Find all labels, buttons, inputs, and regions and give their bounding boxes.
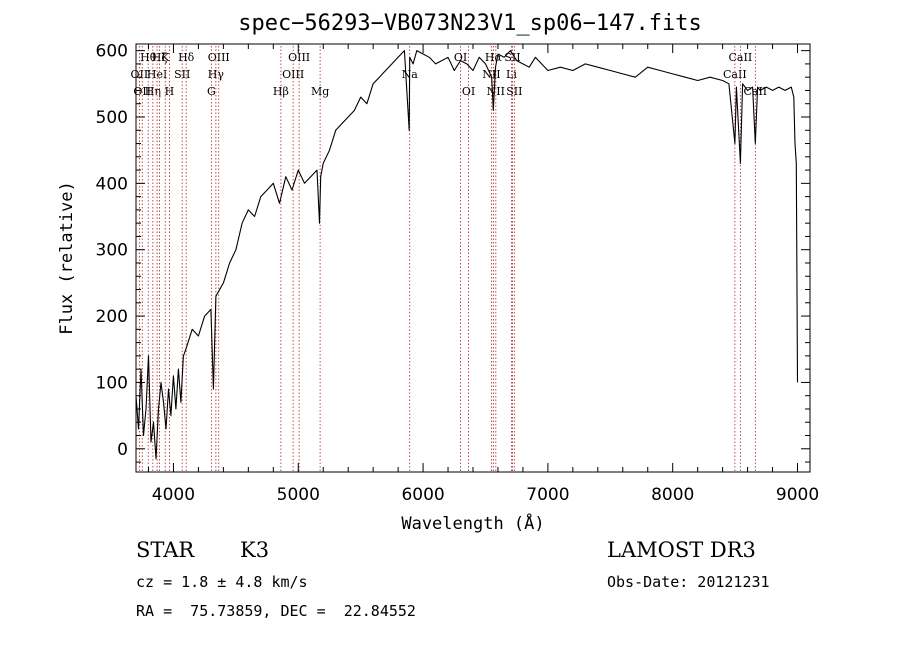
x-tick-label-5: 9000 [776,485,819,505]
line-id-label-16: Mg [311,85,329,98]
x-tick-label-4: 8000 [651,485,694,505]
y-tick-label-2: 200 [96,307,128,327]
line-id-label-11: Hγ [208,68,225,81]
x-tick-label-0: 4000 [152,485,195,505]
line-id-label-6: K [161,51,170,64]
line-id-label-0: OII [131,68,149,81]
line-id-label-14: OIII [282,68,304,81]
line-id-label-26: CaII [723,68,747,81]
y-tick-label-0: 0 [117,440,128,460]
line-id-label-3: Hη [145,85,161,98]
line-id-label-28: CaII [743,85,767,98]
plot-frame [135,43,811,473]
obs-date: Obs-Date: 20121231 [607,573,770,591]
x-tick-label-2: 6000 [401,485,444,505]
line-id-label-21: Hα [485,51,503,64]
x-tick-label-3: 7000 [526,485,569,505]
line-id-label-8: SII [174,68,190,81]
y-tick-label-6: 600 [96,42,128,62]
object-subclass: K3 [240,538,270,562]
coordinates: RA = 75.73859, DEC = 22.84552 [136,602,416,620]
line-id-label-25: SII [506,85,522,98]
line-id-label-23: Li [506,68,517,81]
y-tick-label-3: 300 [96,241,128,261]
object-class: STAR [136,538,195,562]
line-id-label-4: HeI [147,68,167,81]
y-axis-label: Flux (relative) [57,181,77,335]
x-axis-label: Wavelength (Å) [401,512,544,534]
line-id-label-12: OIII [208,51,230,64]
line-id-label-27: CaII [729,51,753,64]
line-id-label-1: OII [133,85,151,98]
line-id-label-9: Hδ [178,51,195,64]
y-tick-label-4: 400 [96,174,128,194]
y-tick-label-5: 500 [96,108,128,128]
redshift-cz: cz = 1.8 ± 4.8 km/s [136,573,308,591]
chart-title: spec−56293−VB073N23V1_sp06−147.fits [238,11,702,36]
x-tick-label-1: 5000 [277,485,320,505]
line-id-label-22: NII [487,85,505,98]
line-id-label-18: OI [454,51,467,64]
line-id-label-7: H [165,85,175,98]
line-id-label-13: Hβ [273,85,289,98]
survey-label: LAMOST DR3 [607,538,756,562]
line-id-label-19: OI [462,85,475,98]
spectrum-line [135,50,799,460]
y-tick-label-1: 100 [96,373,128,393]
line-id-label-15: OIII [288,51,310,64]
line-id-label-10: G [207,85,216,98]
line-id-label-5: Hζ [152,51,168,64]
